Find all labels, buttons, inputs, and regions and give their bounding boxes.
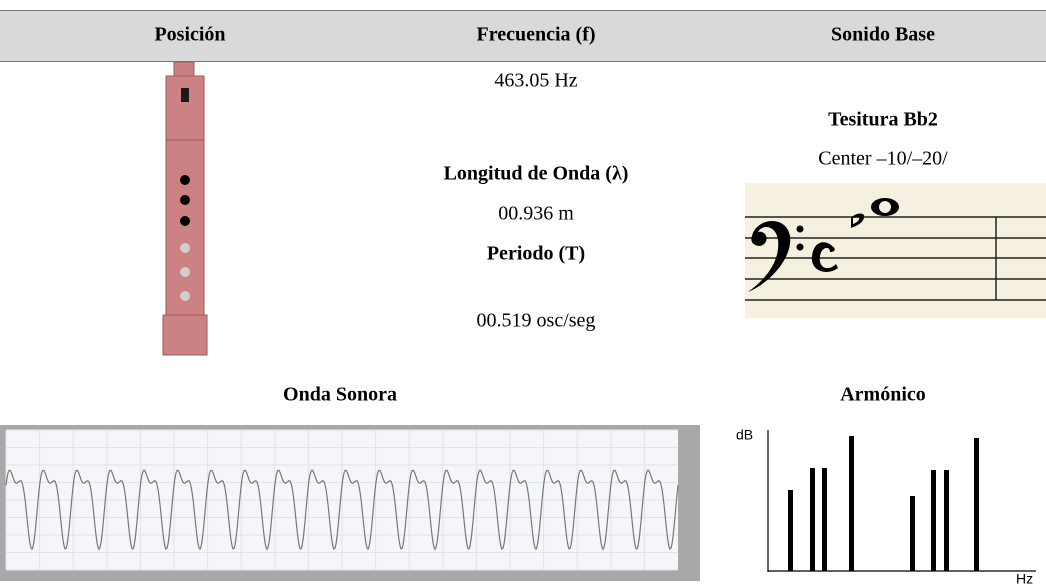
header-cell: Frecuencia (f) bbox=[476, 24, 595, 46]
x-axis-label: Hz bbox=[1016, 571, 1033, 587]
section-title: Armónico bbox=[840, 384, 926, 406]
y-axis-label: dB bbox=[736, 427, 753, 443]
header-band bbox=[0, 10, 1046, 62]
harmonic-chart: dB Hz bbox=[736, 427, 1036, 587]
header-cell: Posición bbox=[154, 24, 225, 46]
wave-line bbox=[5, 469, 679, 551]
label: Periodo (T) bbox=[487, 243, 585, 265]
label: Longitud de Onda (λ) bbox=[444, 163, 629, 185]
wavelength-value: 00.936 m bbox=[498, 203, 574, 225]
period-value: 00.519 osc/seg bbox=[477, 310, 596, 332]
tessitura: Tesitura Bb2 bbox=[828, 109, 938, 131]
staff bbox=[745, 183, 1046, 318]
frequency-value: 463.05 Hz bbox=[494, 70, 577, 92]
instrument bbox=[162, 61, 208, 356]
tessitura-range: Center –10/–20/ bbox=[818, 148, 948, 170]
header-cell: Sonido Base bbox=[831, 24, 935, 46]
section-title: Onda Sonora bbox=[283, 384, 397, 406]
waveform bbox=[0, 425, 700, 581]
